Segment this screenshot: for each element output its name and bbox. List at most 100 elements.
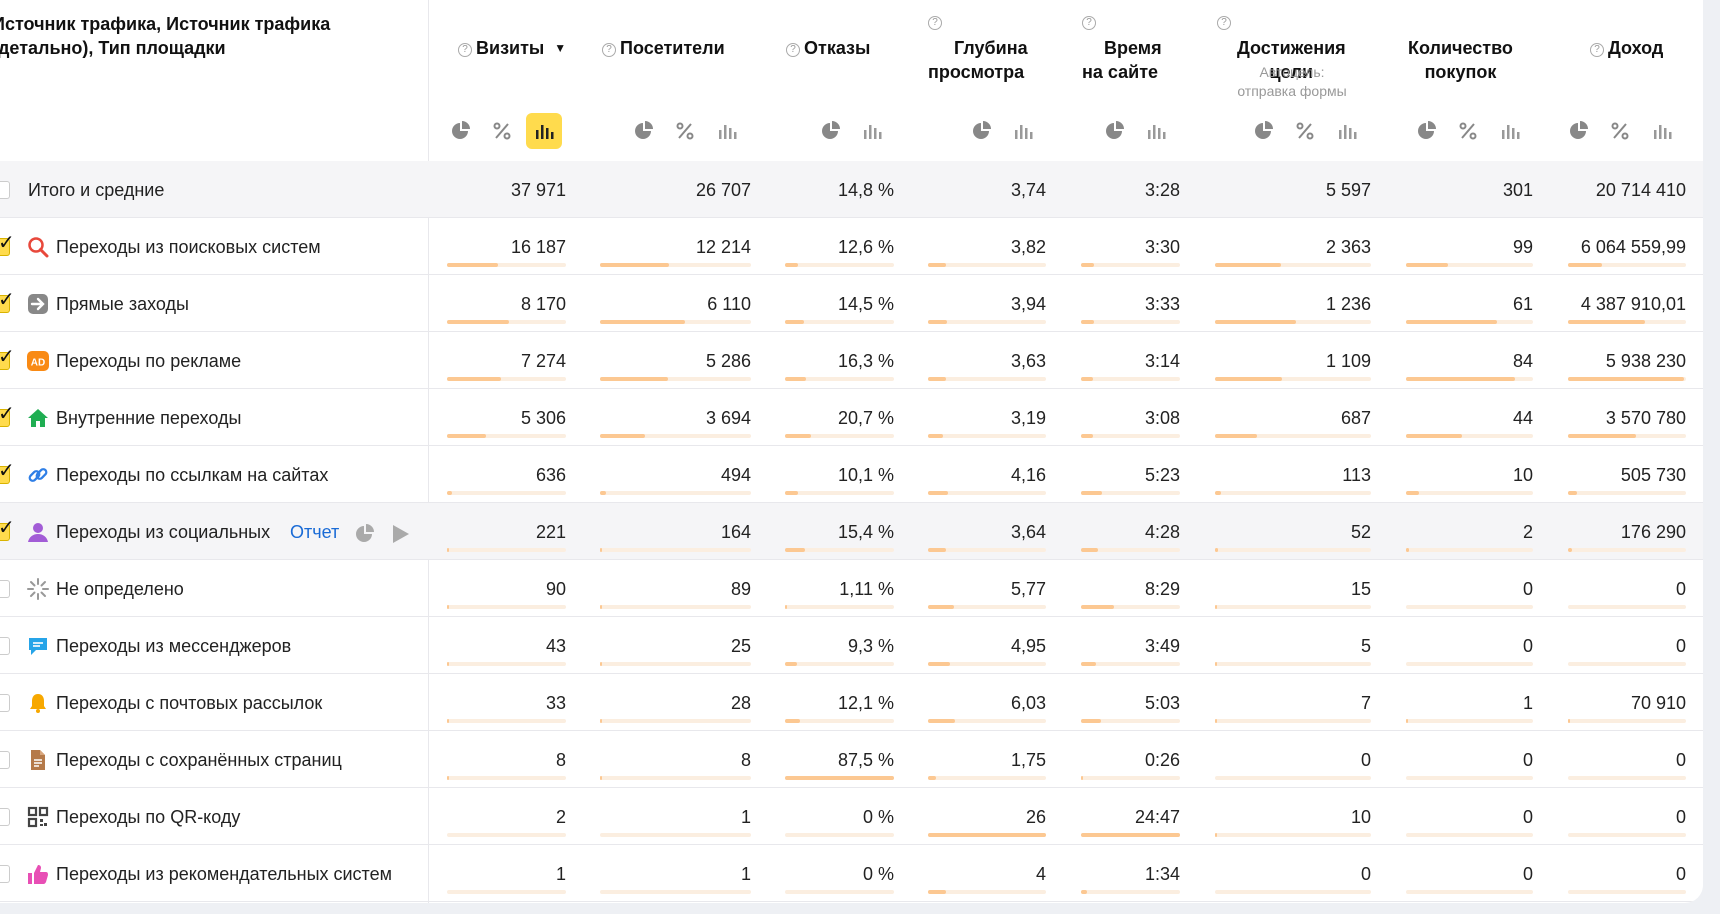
column-purchases[interactable]: Количество покупок [1408, 38, 1513, 82]
table-cell: 0 [1675, 750, 1686, 770]
row-label[interactable]: Переходы из поисковых систем [56, 237, 321, 257]
row-label[interactable]: Переходы из социальных [56, 522, 271, 542]
bar-chart-icon[interactable] [1329, 113, 1365, 149]
table-row[interactable]: ✓ Переходы из социальных Отчет 221 164 15,4 %… [0, 503, 1703, 560]
table-row[interactable]: Переходы по QR-коду 2 1 0 % 26 24:47 10 0 0 [0, 788, 1703, 845]
percent-icon[interactable] [1287, 113, 1323, 149]
value-bar-fill [1406, 719, 1408, 723]
row-checkbox[interactable] [0, 409, 10, 427]
help-icon[interactable]: ? [928, 16, 942, 30]
table-row[interactable]: Переходы с сохранённых страниц 8 8 87,5 % 1,… [0, 731, 1703, 788]
play-icon[interactable] [390, 524, 410, 549]
percent-icon[interactable] [667, 113, 703, 149]
help-icon[interactable]: ? [1590, 43, 1604, 57]
row-checkbox[interactable] [0, 580, 10, 598]
value-bar-track [1081, 320, 1180, 324]
column-bounce[interactable]: ? Отказы [786, 12, 870, 60]
pie-chart-icon[interactable] [625, 113, 661, 149]
value-bar-track [1406, 662, 1533, 666]
row-label[interactable]: Внутренние переходы [56, 408, 242, 428]
value-bar-track [1215, 548, 1371, 552]
pie-chart-icon[interactable] [1245, 113, 1281, 149]
row-checkbox[interactable] [0, 694, 10, 712]
row-checkbox[interactable] [0, 523, 10, 541]
help-icon[interactable]: ? [602, 43, 616, 57]
pie-chart-icon[interactable] [442, 113, 478, 149]
percent-icon[interactable] [1602, 113, 1638, 149]
row-label[interactable]: Прямые заходы [56, 294, 189, 314]
value-bar-fill [447, 434, 487, 438]
table-row[interactable]: Переходы из мессенджеров 43 25 9,3 % 4,95 3:4… [0, 617, 1703, 674]
table-row[interactable]: Переходы из рекомендательных систем 1 1 0 %… [0, 845, 1703, 902]
table-cell: 0 [1675, 807, 1686, 827]
pie-chart-icon[interactable] [1408, 113, 1444, 149]
bar-chart-icon[interactable] [1138, 113, 1174, 149]
column-visitors[interactable]: ? Посетители [602, 12, 725, 60]
row-label[interactable]: Переходы по ссылкам на сайтах [56, 465, 329, 485]
row-label[interactable]: Переходы по рекламе [56, 351, 242, 371]
row-label[interactable]: Не определено [56, 579, 184, 599]
column-goals[interactable]: ? Достижения цели [1217, 12, 1346, 84]
row-checkbox[interactable] [0, 865, 10, 883]
totals-checkbox[interactable] [0, 181, 10, 199]
help-icon[interactable]: ? [786, 43, 800, 57]
totals-cell: 26 707 [695, 180, 751, 200]
row-checkbox[interactable] [0, 466, 10, 484]
table-cell: 1 [555, 864, 566, 884]
pie-chart-icon[interactable] [1560, 113, 1596, 149]
sort-desc-icon[interactable]: ▼ [554, 41, 567, 55]
value-bar-track [1406, 377, 1533, 381]
row-label[interactable]: Переходы из мессенджеров [56, 636, 292, 656]
table-row[interactable]: Переходы с почтовых рассылок 33 28 12,1 % 6,… [0, 674, 1703, 731]
row-label[interactable]: Переходы по QR-коду [56, 807, 241, 827]
row-checkbox[interactable] [0, 295, 10, 313]
value-bar-track [1081, 377, 1180, 381]
bar-chart-icon[interactable] [1005, 113, 1041, 149]
bar-chart-icon[interactable] [709, 113, 745, 149]
table-row[interactable]: ✓ Прямые заходы 8 170 6 110 14,5 % 3,94 3:33 1 … [0, 275, 1703, 332]
percent-icon[interactable] [1450, 113, 1486, 149]
table-row[interactable]: ✓ Переходы из поисковых систем 16 187 12 21… [0, 218, 1703, 275]
table-cell: 3:30 [1144, 237, 1180, 257]
value-bar-fill [600, 548, 602, 552]
bar-chart-icon[interactable] [526, 113, 562, 149]
report-link[interactable]: Отчет [290, 522, 340, 542]
row-checkbox[interactable] [0, 808, 10, 826]
value-bar-track [928, 833, 1046, 837]
table-row[interactable]: ✓ AD Переходы по рекламе 7 274 5 286 16,3 % 3,… [0, 332, 1703, 389]
percent-icon[interactable] [484, 113, 520, 149]
bar-chart-icon[interactable] [854, 113, 890, 149]
table-row[interactable]: Не определено 90 89 1,11 % 5,77 8:29 15 0 0 [0, 560, 1703, 617]
table-cell: 14,5 % [837, 294, 894, 314]
row-checkbox[interactable] [0, 637, 10, 655]
dimension-title[interactable]: Источник трафика, Источник трафика (дета… [0, 14, 331, 58]
help-icon[interactable]: ? [1217, 16, 1231, 30]
column-time[interactable]: ? Время на сайте [1082, 16, 1162, 82]
table-row[interactable]: ✓ Внутренние переходы 5 306 3 694 20,7 % 3,19… [0, 389, 1703, 446]
row-label[interactable]: Переходы с почтовых рассылок [56, 693, 323, 713]
column-revenue[interactable]: ? Доход [1590, 12, 1663, 60]
help-icon[interactable]: ? [1082, 16, 1096, 30]
row-label[interactable]: Переходы из рекомендательных систем [56, 864, 392, 884]
checkmark-icon: ✓ [0, 517, 15, 539]
value-bar-fill [600, 605, 602, 609]
bar-chart-icon[interactable] [1492, 113, 1528, 149]
column-visits[interactable]: ? Визиты ▼ [458, 12, 566, 60]
table-cell: 61 [1512, 294, 1533, 314]
bar-chart-icon[interactable] [1644, 113, 1680, 149]
value-bar-fill [1215, 434, 1258, 438]
pie-chart-icon[interactable] [963, 113, 999, 149]
pie-chart-icon[interactable] [354, 524, 374, 549]
value-bar-track [1568, 833, 1686, 837]
table-row[interactable]: ✓ Переходы по ссылкам на сайтах 636 494 10,1… [0, 446, 1703, 503]
table-cell: 10 [1512, 465, 1533, 485]
column-depth[interactable]: ? Глубина просмотра [928, 16, 1028, 82]
row-checkbox[interactable] [0, 751, 10, 769]
row-checkbox[interactable] [0, 238, 10, 256]
row-checkbox[interactable] [0, 352, 10, 370]
help-icon[interactable]: ? [458, 43, 472, 57]
table-cell: 4,95 [1010, 636, 1046, 656]
pie-chart-icon[interactable] [812, 113, 848, 149]
pie-chart-icon[interactable] [1096, 113, 1132, 149]
row-label[interactable]: Переходы с сохранённых страниц [56, 750, 342, 770]
